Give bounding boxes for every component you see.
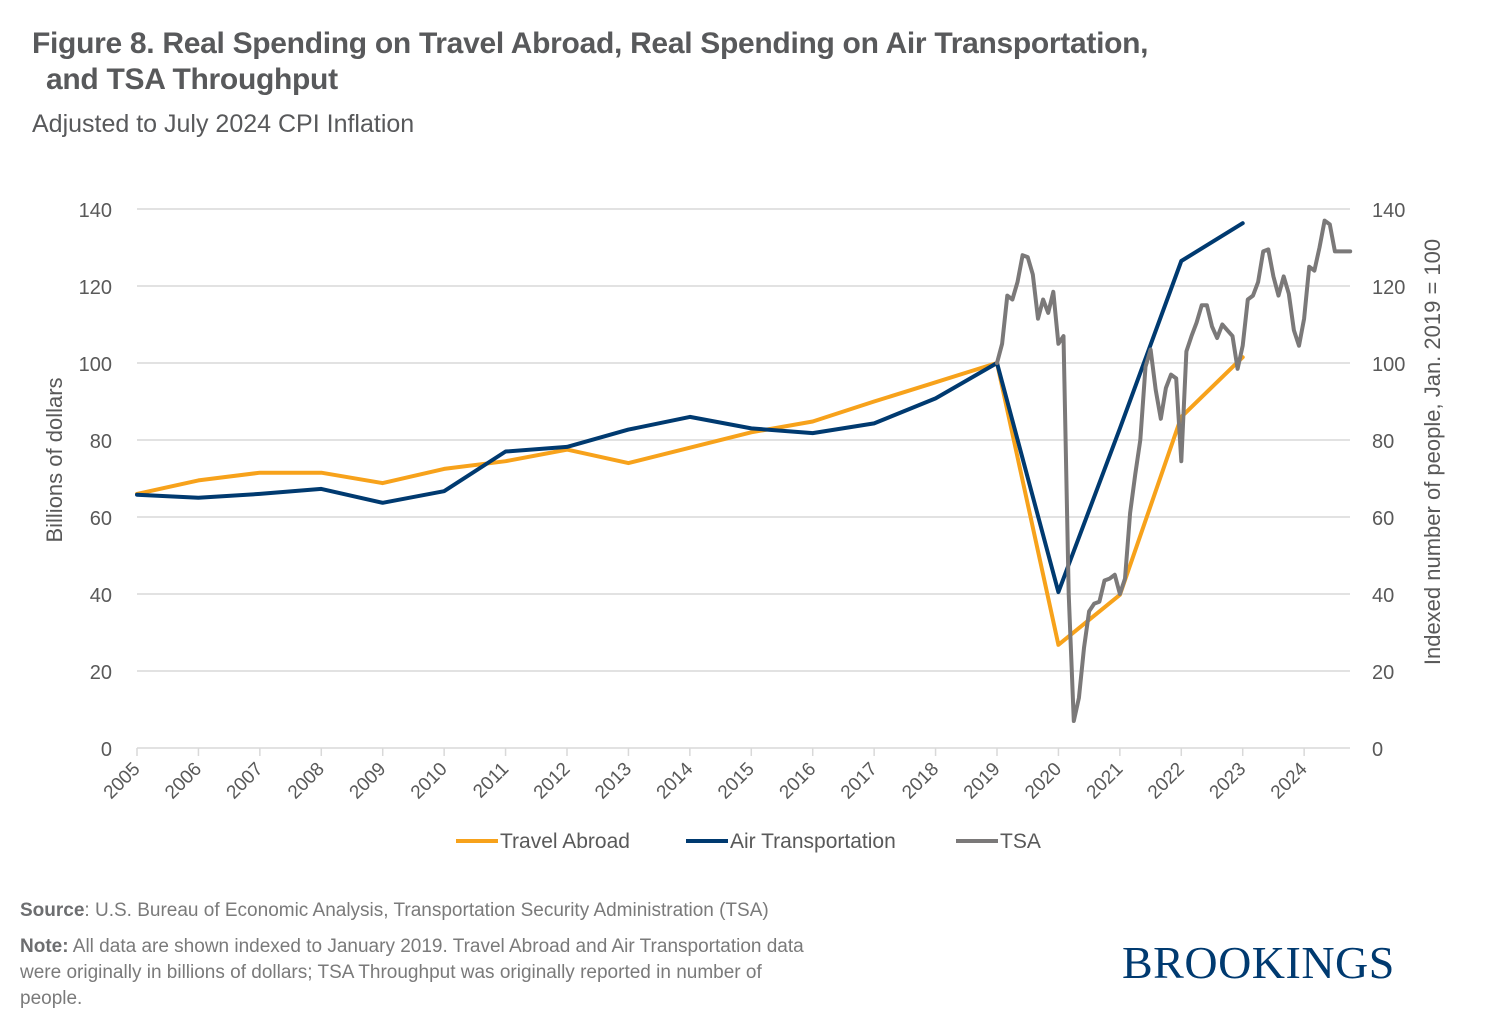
series-line-travel-abroad <box>135 355 1245 647</box>
y-tick-label-left: 40 <box>90 585 112 607</box>
source-label: Source <box>20 900 85 921</box>
data-note: Note: All data are shown indexed to Janu… <box>20 934 820 1012</box>
source-note: Source: U.S. Bureau of Economic Analysis… <box>20 900 769 922</box>
legend-label: Air Transportation <box>730 830 896 853</box>
legend-item-tsa: TSA <box>956 830 1041 853</box>
series-line-tsa <box>995 218 1353 723</box>
x-tick-label: 2012 <box>530 759 575 804</box>
x-tick-label: 2009 <box>346 759 391 804</box>
x-tick-label: 2008 <box>284 759 329 804</box>
y-tick-label-right: 100 <box>1372 354 1405 376</box>
source-text: : U.S. Bureau of Economic Analysis, Tran… <box>84 900 769 921</box>
y-tick-label-right: 140 <box>1372 200 1405 222</box>
x-tick-label: 2016 <box>776 759 821 804</box>
legend-label: TSA <box>1000 830 1041 853</box>
title-line-2: and TSA Throughput <box>46 63 338 96</box>
x-tick-label: 2019 <box>960 759 1005 804</box>
y-tick-label-right: 20 <box>1372 662 1394 684</box>
x-tick-label: 2021 <box>1083 759 1128 804</box>
x-tick-label: 2022 <box>1144 759 1189 804</box>
note-label: Note: <box>20 936 69 957</box>
brookings-logo: BROOKINGS <box>1122 937 1395 988</box>
x-tick-label: 2020 <box>1021 759 1066 804</box>
y-tick-label-right: 60 <box>1372 508 1394 530</box>
y-tick-label-right: 80 <box>1372 431 1394 453</box>
legend: Travel Abroad Air Transportation TSA <box>456 830 1041 853</box>
x-tick-label: 2017 <box>837 759 882 804</box>
series-lines <box>135 218 1353 723</box>
title-line-1: Figure 8. Real Spending on Travel Abroad… <box>32 27 1149 60</box>
x-tick-label: 2018 <box>898 759 943 804</box>
y-tick-label-left: 140 <box>79 200 112 222</box>
x-tick-label: 2024 <box>1267 758 1312 803</box>
y-tick-label-right: 0 <box>1372 739 1383 761</box>
gridlines <box>137 208 1350 749</box>
x-tick-label: 2010 <box>407 759 452 804</box>
y-tick-label-right: 40 <box>1372 585 1394 607</box>
x-tick-label: 2013 <box>591 759 636 804</box>
x-tick-label: 2006 <box>161 759 206 804</box>
y-tick-label-left: 100 <box>79 354 112 376</box>
series-line-air-transportation <box>135 221 1245 595</box>
x-axis: 2005 2006 2007 2008 2009 2010 2011 2012 2013 2014… <box>100 748 1312 803</box>
legend-item-travel-abroad: Travel Abroad <box>456 830 630 853</box>
chart-title: Figure 8. Real Spending on Travel Abroad… <box>32 26 1149 98</box>
legend-label: Travel Abroad <box>500 830 630 853</box>
y-tick-label-left: 0 <box>101 739 112 761</box>
x-tick-label: 2011 <box>469 759 513 803</box>
y-axis-label-right: Indexed number of people, Jan. 2019 = 10… <box>1420 239 1445 665</box>
note-text: All data are shown indexed to January 20… <box>20 936 804 1009</box>
y-axis-left: 0 20 40 60 80 100 120 140 <box>79 200 112 761</box>
y-tick-label-left: 80 <box>90 431 112 453</box>
y-axis-label-left: Billions of dollars <box>42 377 67 542</box>
chart-subtitle: Adjusted to July 2024 CPI Inflation <box>32 110 415 138</box>
x-tick-label: 2023 <box>1206 759 1251 804</box>
x-tick-label: 2014 <box>653 758 698 803</box>
x-tick-label: 2015 <box>714 759 759 804</box>
legend-item-air-transportation: Air Transportation <box>686 830 896 853</box>
y-tick-label-left: 20 <box>90 662 112 684</box>
y-tick-label-right: 120 <box>1372 277 1405 299</box>
y-axis-right: 0 20 40 60 80 100 120 140 <box>1372 200 1405 761</box>
x-tick-label: 2007 <box>223 759 268 804</box>
y-tick-label-left: 120 <box>79 277 112 299</box>
x-tick-label: 2005 <box>100 759 145 804</box>
y-tick-label-left: 60 <box>90 508 112 530</box>
